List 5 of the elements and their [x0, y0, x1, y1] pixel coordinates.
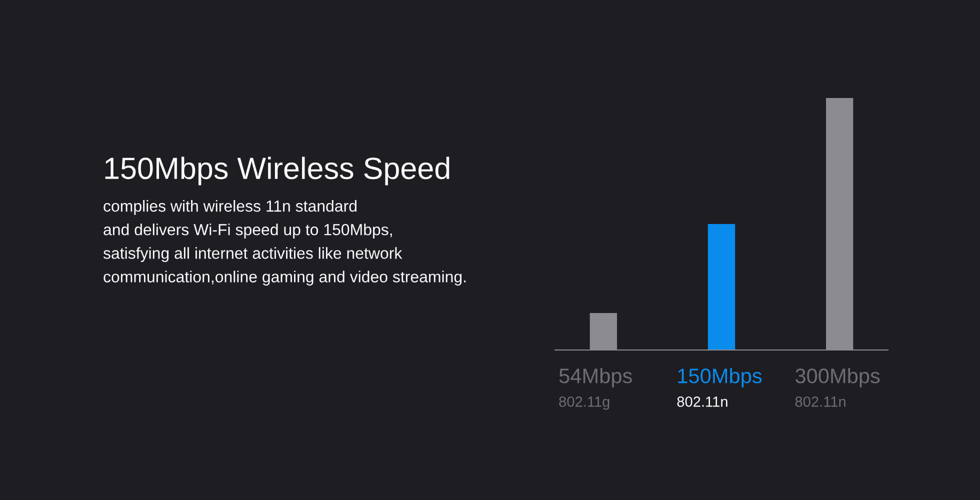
x-tick-label: 300Mbps 802.11n: [795, 368, 880, 407]
x-tick-label: 54Mbps 802.11g: [559, 368, 632, 410]
text: complies with wireless 11n standard and delivers Wi-Fi speed up to 150Mbps, satisfying all internet activities like network communication,online gaming and video streaming.: [103, 200, 466, 286]
text: 150Mbps Wireless Speed: [105, 156, 450, 186]
x-tick-label: 150Mbps 802.11n: [677, 368, 762, 407]
